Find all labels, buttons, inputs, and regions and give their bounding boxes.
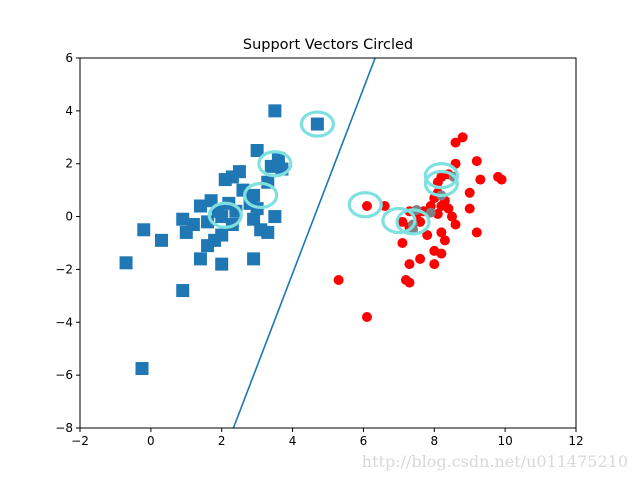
data-point-square [264, 159, 278, 173]
data-point-square [215, 257, 229, 271]
data-point-square [268, 210, 282, 224]
x-tick-label: 12 [568, 434, 583, 448]
y-tick-label: −4 [55, 315, 73, 329]
data-point-square [135, 362, 149, 376]
support-vector-ring [347, 191, 383, 219]
chart-title: Support Vectors Circled [243, 37, 413, 53]
data-point-square [310, 117, 324, 131]
data-point-circle [361, 201, 372, 211]
support-vector-ring [299, 110, 335, 138]
x-tick-label: 6 [360, 434, 368, 448]
watermark: http://blog.csdn.net/u011475210 [362, 452, 628, 471]
support-vector-ring [207, 201, 243, 229]
data-point-circle [443, 203, 454, 214]
x-tick-label: 4 [289, 434, 297, 448]
support-vector-ring [243, 181, 279, 210]
data-point-circle [429, 259, 440, 270]
data-point-circle [436, 227, 447, 238]
plot-frame [79, 57, 577, 429]
data-point-circle [361, 312, 372, 322]
y-tick-label: 6 [65, 51, 73, 65]
data-point-square [215, 210, 229, 224]
data-point-circle [471, 227, 482, 238]
data-point-circle [404, 259, 415, 270]
x-tick-label: 2 [218, 434, 226, 448]
y-tick-label: −8 [55, 421, 73, 435]
data-point-square [201, 239, 215, 253]
data-point-circle [397, 238, 408, 248]
support-vector-ring [423, 169, 459, 198]
data-point-circle [415, 253, 426, 264]
decision-boundary-line [232, 58, 376, 428]
data-point-circle [333, 275, 344, 285]
data-point-square [261, 225, 275, 239]
data-point-square [193, 199, 207, 213]
support-vector-ring [381, 206, 417, 235]
y-tick-label: −6 [55, 368, 73, 382]
support-vector-ring [395, 208, 431, 236]
data-point-circle [397, 216, 408, 227]
data-point-circle [404, 277, 415, 288]
data-point-square [154, 233, 168, 247]
data-point-square [204, 194, 218, 208]
data-point-circle [457, 132, 468, 143]
data-point-square [119, 256, 133, 270]
y-tick-label: 4 [65, 104, 73, 118]
data-point-square [193, 252, 207, 266]
x-tick-label: 0 [147, 434, 155, 448]
data-point-square [268, 104, 282, 118]
support-vector-ring [257, 150, 293, 178]
x-tick-label: 10 [498, 434, 513, 448]
data-point-square [247, 252, 261, 266]
data-point-circle [464, 187, 475, 198]
data-point-square [176, 212, 190, 226]
data-point-circle [439, 235, 450, 246]
data-point-circle [450, 137, 461, 148]
data-point-square [179, 225, 193, 239]
data-point-circle [436, 248, 447, 259]
x-tick-label: 8 [430, 434, 438, 448]
y-tick-label: 2 [65, 157, 73, 171]
data-point-square [176, 284, 190, 298]
data-point-circle [496, 174, 507, 185]
data-point-square [137, 223, 151, 237]
data-point-square [250, 144, 264, 157]
x-tick-label: −2 [71, 434, 89, 448]
data-point-circle [464, 203, 475, 214]
y-tick-label: −2 [55, 262, 73, 276]
data-point-circle [475, 174, 486, 185]
data-point-circle [447, 211, 457, 222]
y-tick-label: 0 [65, 210, 73, 224]
data-point-square [218, 173, 232, 187]
data-point-circle [432, 177, 443, 188]
support-vector-ring [423, 162, 459, 190]
data-point-circle [450, 219, 461, 230]
data-point-square [247, 212, 261, 226]
data-point-circle [471, 156, 482, 167]
data-point-circle [422, 230, 433, 241]
